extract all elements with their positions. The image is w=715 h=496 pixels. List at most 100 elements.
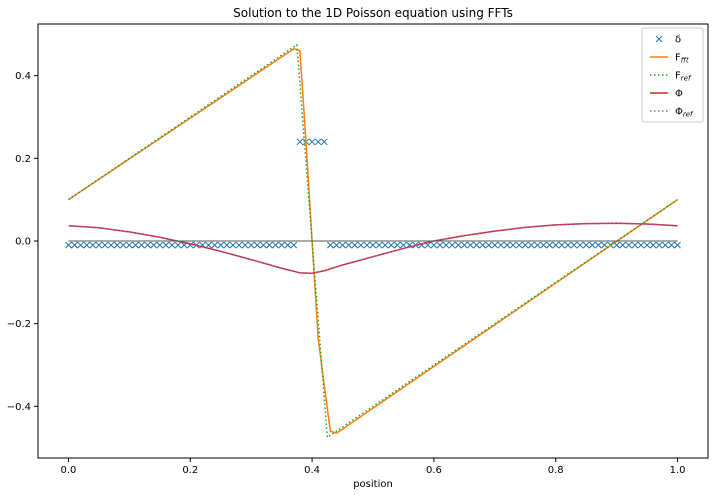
- delta-marker-stroke: [467, 241, 474, 249]
- delta-marker: [625, 241, 633, 249]
- delta-marker: [211, 241, 218, 249]
- delta-marker: [637, 241, 645, 249]
- delta-marker: [521, 241, 529, 249]
- delta-marker-stroke: [558, 241, 566, 249]
- legend-label: Ffft: [675, 53, 689, 65]
- delta-marker: [113, 241, 121, 249]
- delta-marker: [345, 241, 352, 249]
- delta-marker-stroke: [71, 241, 78, 249]
- delta-marker: [119, 241, 127, 249]
- delta-marker-stroke: [619, 241, 627, 249]
- x-tick-label: 0.8: [548, 465, 564, 476]
- delta-marker-stroke: [272, 241, 279, 249]
- delta-marker: [509, 241, 517, 249]
- delta-marker: [491, 241, 499, 249]
- delta-marker-stroke: [430, 241, 438, 249]
- legend-label-main: F: [675, 53, 681, 64]
- delta-marker: [436, 241, 444, 249]
- delta-marker: [534, 241, 541, 249]
- delta-marker: [369, 241, 377, 249]
- delta-marker-stroke: [595, 241, 602, 249]
- delta-marker-stroke: [503, 241, 511, 249]
- delta-marker-stroke: [308, 138, 316, 146]
- delta-marker-stroke: [461, 241, 468, 249]
- delta-marker-stroke: [333, 241, 340, 249]
- y-tick-label: 0.4: [15, 71, 31, 82]
- delta-marker: [65, 241, 72, 249]
- delta-marker-stroke: [83, 241, 91, 249]
- delta-marker: [515, 241, 523, 249]
- delta-marker: [266, 241, 273, 249]
- delta-marker: [564, 241, 572, 249]
- delta-marker: [497, 241, 505, 249]
- delta-marker-stroke: [247, 241, 255, 249]
- delta-marker: [546, 241, 553, 249]
- delta-marker: [381, 241, 389, 249]
- delta-marker: [662, 241, 669, 249]
- delta-marker-stroke: [357, 241, 365, 249]
- delta-marker-stroke: [369, 241, 377, 249]
- delta-marker-stroke: [113, 241, 121, 249]
- y-tick-label: −0.4: [7, 402, 31, 413]
- delta-marker: [473, 241, 480, 249]
- delta-marker-stroke: [387, 241, 395, 249]
- delta-marker-stroke: [138, 241, 145, 249]
- delta-marker: [83, 241, 91, 249]
- delta-marker-stroke: [95, 241, 103, 249]
- delta-marker-stroke: [290, 241, 298, 249]
- delta-marker-stroke: [229, 241, 237, 249]
- delta-marker: [588, 241, 596, 249]
- delta-marker-stroke: [132, 241, 139, 249]
- y-tick-label: 0.0: [15, 237, 31, 248]
- legend-label: Φ: [675, 89, 683, 100]
- delta-marker-stroke: [101, 241, 109, 249]
- delta-marker-stroke: [655, 241, 663, 249]
- legend-label: Φref: [675, 107, 694, 119]
- delta-marker-stroke: [381, 241, 389, 249]
- delta-marker-stroke: [223, 241, 231, 249]
- delta-marker: [454, 241, 462, 249]
- delta-marker-stroke: [162, 241, 170, 249]
- delta-marker-stroke: [582, 241, 590, 249]
- y-axis: 0.4 0.2 0.0 −0.2 −0.4: [7, 71, 38, 413]
- delta-marker: [619, 241, 627, 249]
- delta-marker-stroke: [509, 241, 517, 249]
- delta-marker-stroke: [77, 241, 84, 249]
- delta-marker-stroke: [126, 241, 133, 249]
- delta-marker-stroke: [515, 241, 523, 249]
- delta-marker-stroke: [473, 241, 480, 249]
- x-tick-label: 0.2: [182, 465, 198, 476]
- delta-marker-stroke: [442, 241, 450, 249]
- delta-marker: [260, 241, 267, 249]
- delta-marker: [479, 241, 486, 249]
- legend-label-main: Φ: [675, 107, 683, 118]
- x-tick-label: 1.0: [670, 465, 686, 476]
- delta-marker-stroke: [637, 241, 645, 249]
- delta-marker: [101, 241, 109, 249]
- legend-marker-delta: [655, 35, 663, 43]
- delta-marker-stroke: [485, 241, 493, 249]
- delta-marker-stroke: [235, 241, 243, 249]
- delta-marker-stroke: [65, 241, 72, 249]
- delta-marker: [223, 241, 231, 249]
- series-line-phi-ref: [68, 222, 678, 274]
- delta-marker-stroke: [89, 241, 97, 249]
- delta-marker: [400, 241, 407, 249]
- delta-marker: [643, 241, 651, 249]
- legend-label-main: F: [675, 71, 681, 82]
- delta-marker: [442, 241, 450, 249]
- legend-label-subscript: ref: [683, 111, 694, 119]
- delta-marker: [272, 241, 279, 249]
- delta-marker: [132, 241, 139, 249]
- delta-marker-stroke: [631, 241, 639, 249]
- delta-marker: [467, 241, 474, 249]
- delta-marker-stroke: [150, 241, 158, 249]
- delta-marker-stroke: [119, 241, 127, 249]
- delta-marker-stroke: [649, 241, 657, 249]
- delta-marker: [528, 241, 535, 249]
- delta-marker: [296, 138, 304, 146]
- delta-marker-stroke: [253, 241, 261, 249]
- legend-label-subscript: ref: [681, 75, 692, 83]
- delta-marker: [278, 241, 285, 249]
